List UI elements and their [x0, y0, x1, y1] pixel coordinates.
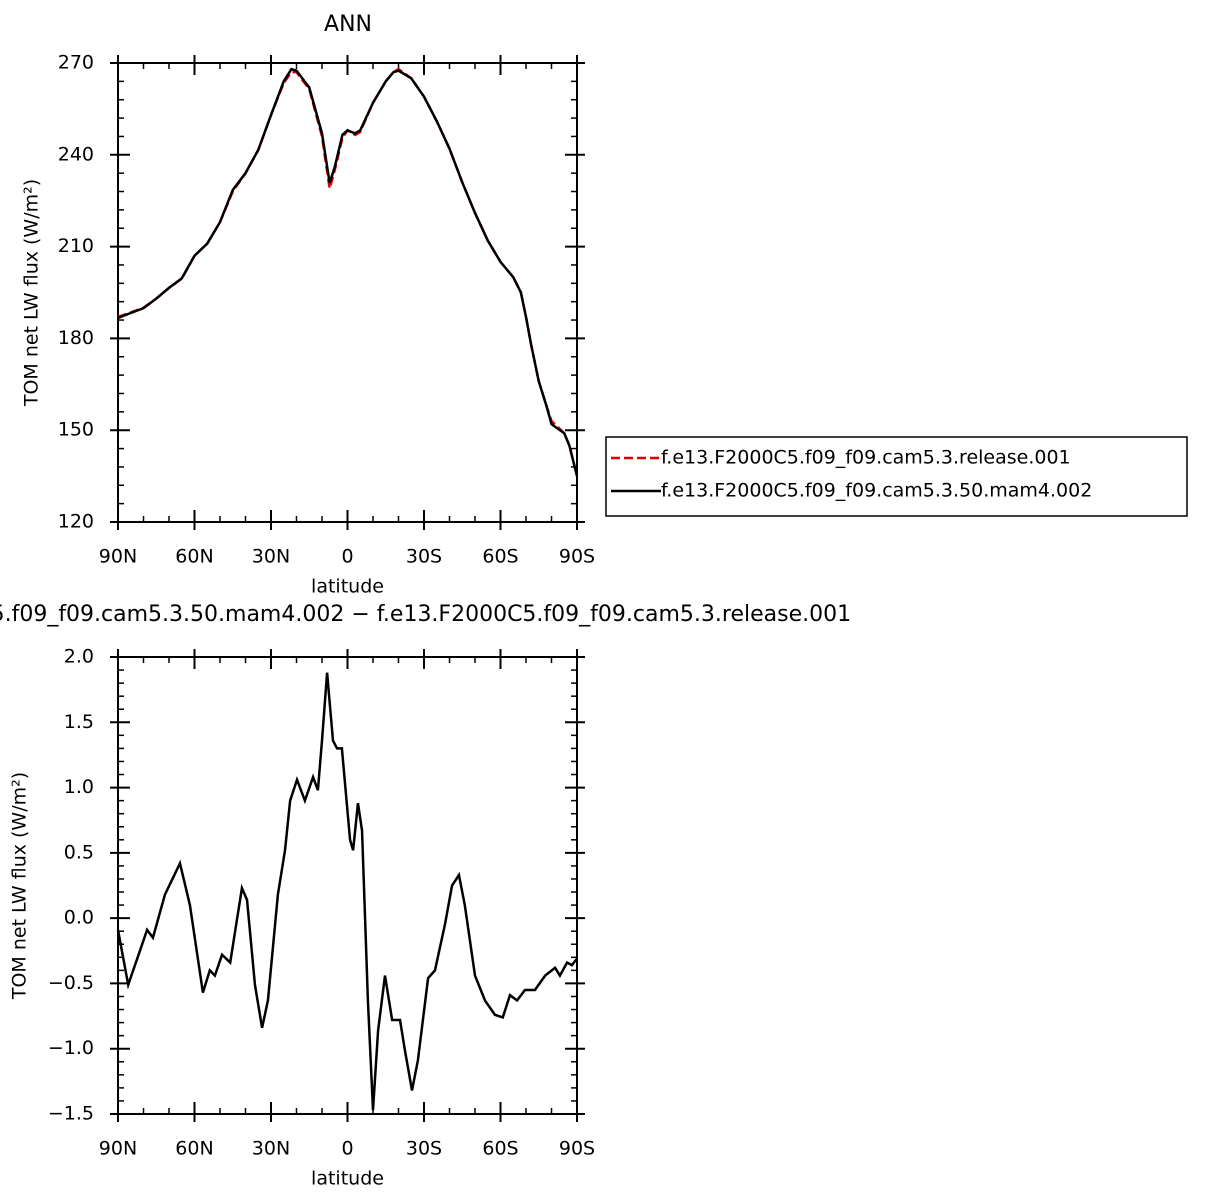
x-tick-label: 30S — [406, 1138, 442, 1160]
x-tick-label: 0 — [341, 546, 353, 568]
x-tick-label: 0 — [341, 1138, 353, 1160]
y-tick-label: 0.0 — [64, 907, 94, 929]
chart-title: ANN — [324, 12, 372, 37]
plot-frame — [117, 656, 578, 1115]
x-tick-label: 90S — [559, 546, 595, 568]
series-line — [117, 67, 579, 477]
y-tick-label: 150 — [58, 419, 94, 441]
x-tick-label: 30N — [252, 546, 290, 568]
y-tick-label: −1.0 — [48, 1037, 94, 1059]
x-tick-label: 60N — [175, 546, 213, 568]
y-tick-label: −1.5 — [48, 1103, 94, 1125]
legend-label: f.e13.F2000C5.f09_f09.cam5.3.50.mam4.002 — [661, 480, 1092, 502]
x-axis-label: latitude — [311, 576, 384, 598]
y-tick-label: 120 — [58, 511, 94, 533]
x-tick-label: 90N — [99, 1138, 137, 1160]
y-tick-label: 210 — [58, 235, 94, 257]
series-line — [116, 672, 578, 1111]
plot-frame — [117, 62, 578, 523]
chart-title: f.e13.F2000C5.f09_f09.cam5.3.50.mam4.002… — [0, 602, 851, 627]
y-axis-label: TOM net LW flux (W/m²) — [9, 772, 31, 1000]
y-tick-label: 0.5 — [64, 841, 94, 863]
x-tick-label: 60S — [482, 1138, 518, 1160]
x-axis-label: latitude — [311, 1168, 384, 1190]
x-tick-label: 30N — [252, 1138, 290, 1160]
x-tick-label: 60S — [482, 546, 518, 568]
legend-box — [605, 436, 1188, 517]
y-tick-label: 1.5 — [64, 711, 94, 733]
x-tick-label: 60N — [175, 1138, 213, 1160]
x-tick-label: 90S — [559, 1138, 595, 1160]
x-tick-label: 30S — [406, 546, 442, 568]
y-axis-label: TOM net LW flux (W/m²) — [21, 179, 43, 407]
y-tick-label: 2.0 — [64, 646, 94, 668]
y-tick-label: 270 — [58, 52, 94, 74]
y-tick-label: 1.0 — [64, 776, 94, 798]
y-tick-label: −0.5 — [48, 972, 94, 994]
legend-label: f.e13.F2000C5.f09_f09.cam5.3.release.001 — [661, 447, 1071, 469]
y-tick-label: 240 — [58, 143, 94, 165]
x-tick-label: 90N — [99, 546, 137, 568]
y-tick-label: 180 — [58, 327, 94, 349]
